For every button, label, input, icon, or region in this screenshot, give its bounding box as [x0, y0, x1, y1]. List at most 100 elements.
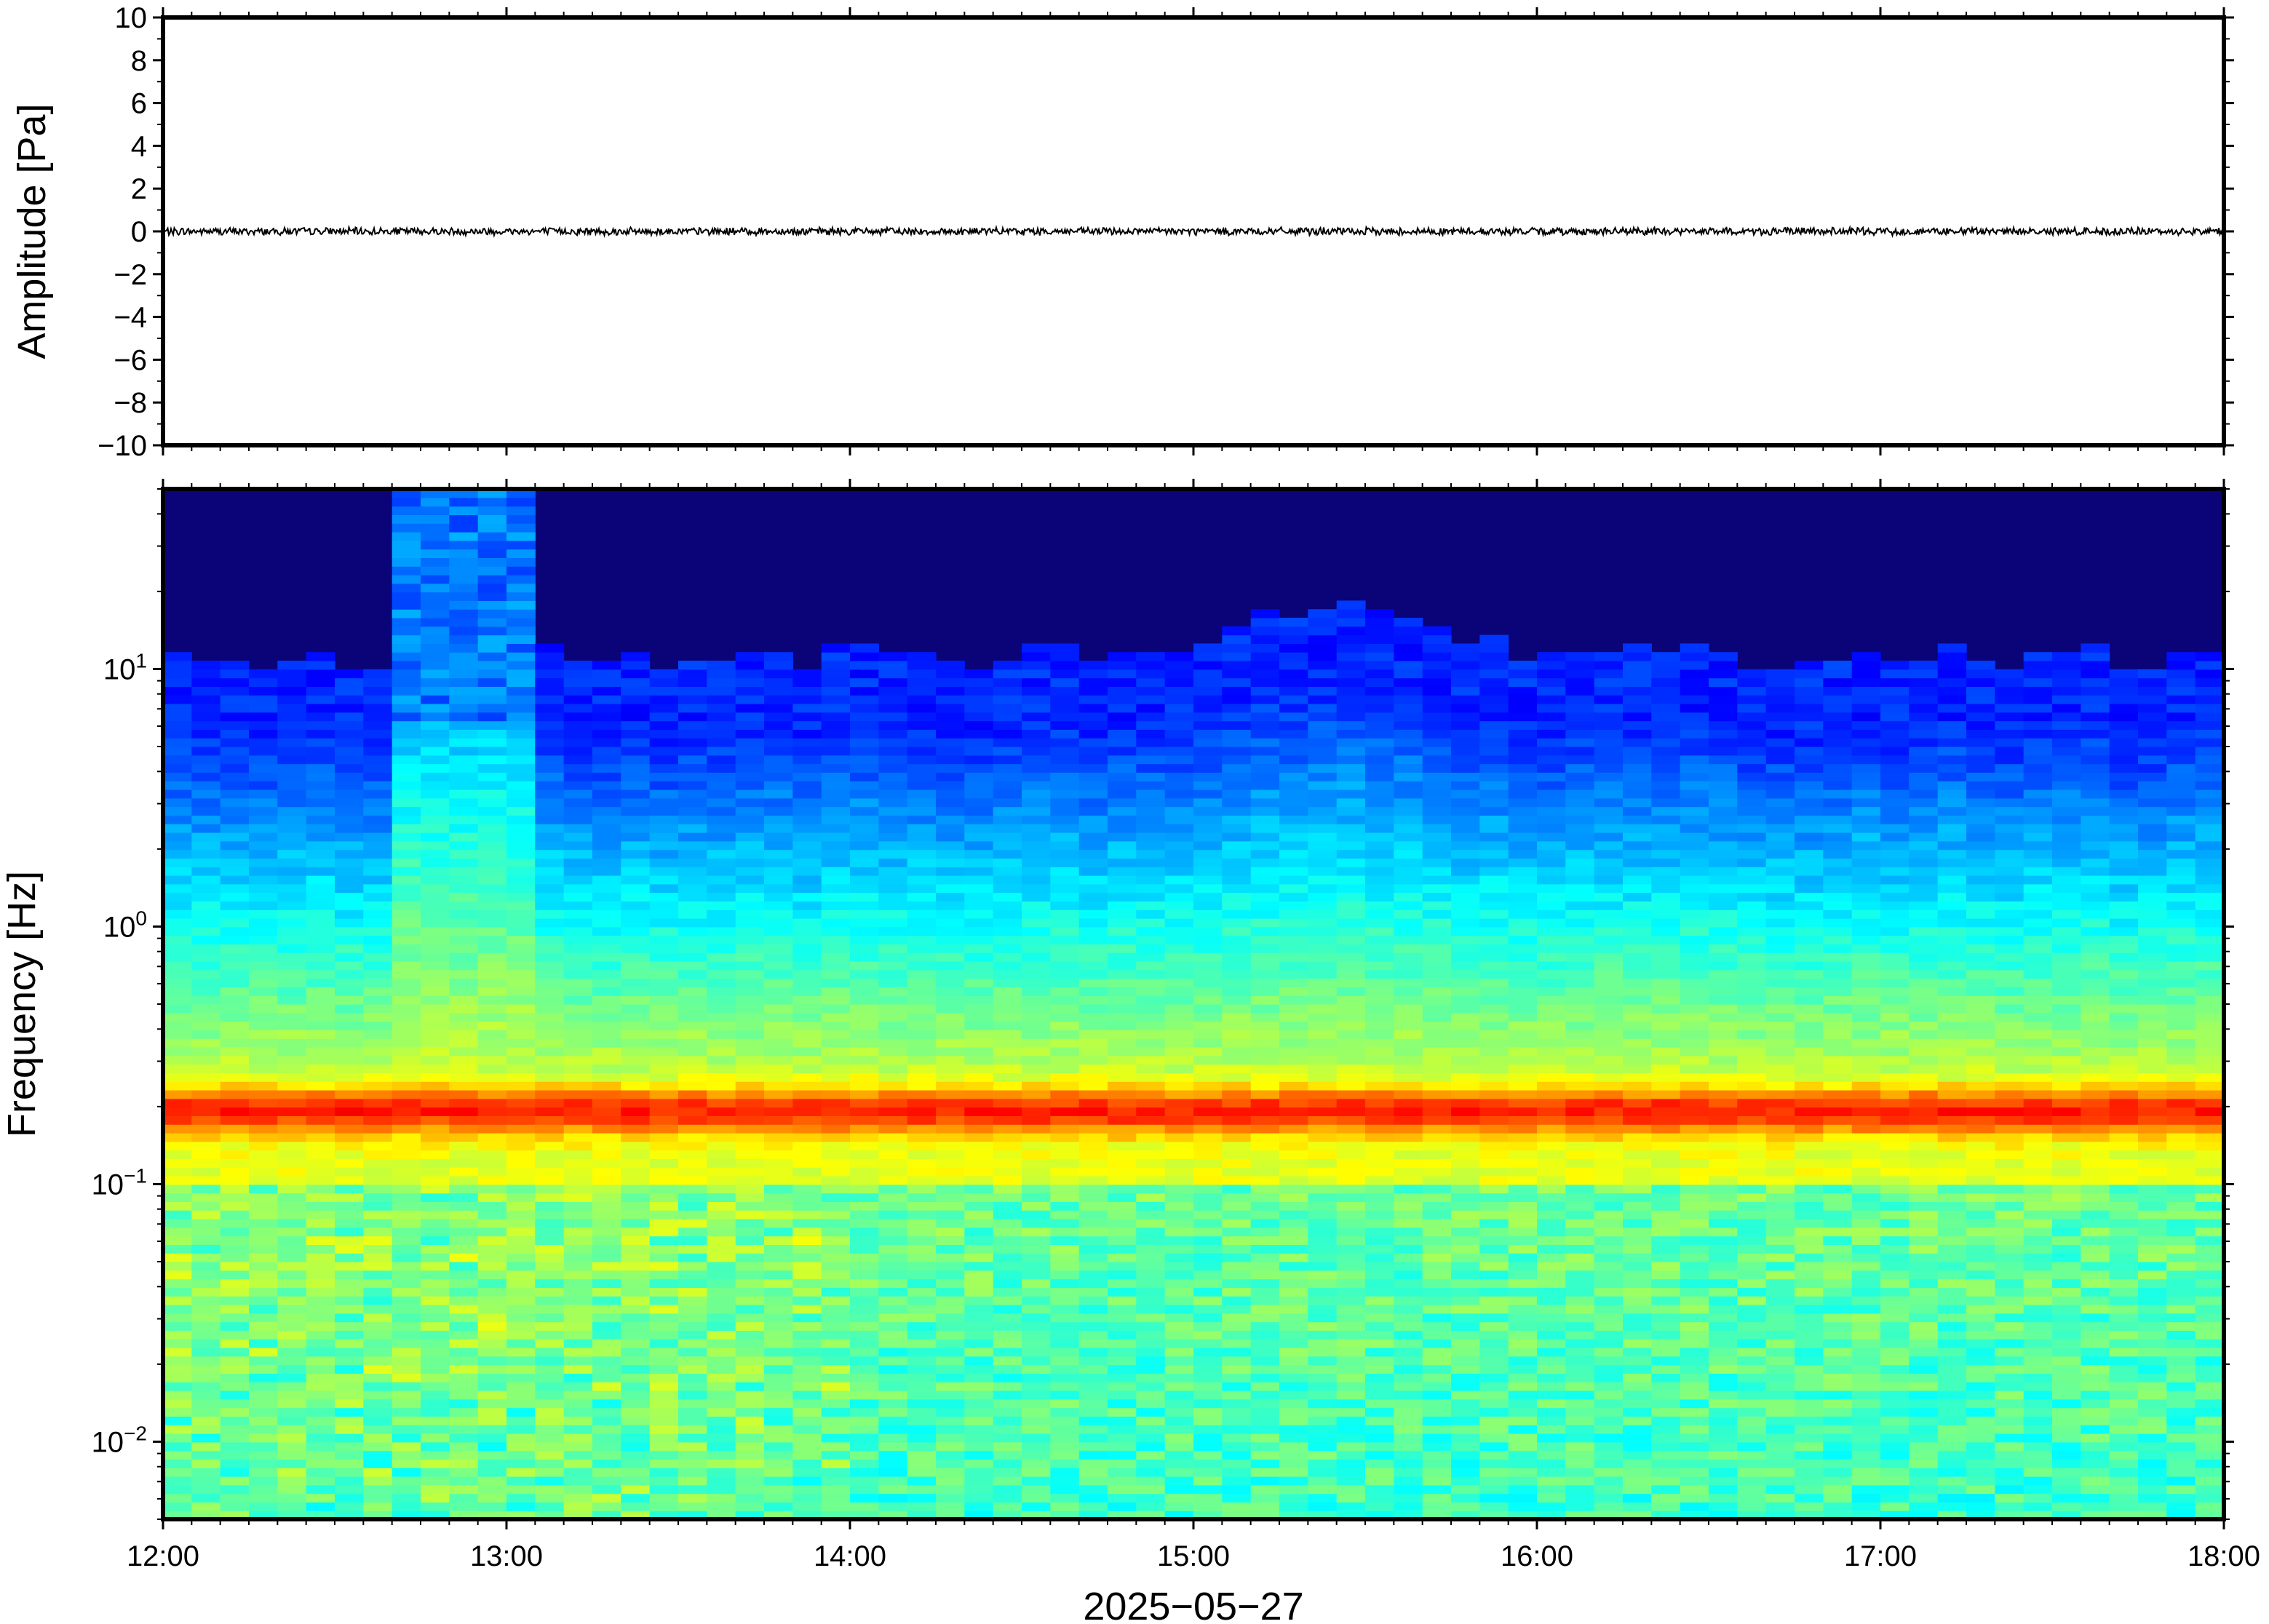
spectrogram-cell — [1222, 1081, 1252, 1091]
spectrogram-cell — [878, 1278, 908, 1288]
spectrogram-cell — [1050, 643, 1080, 653]
spectrogram-cell — [1422, 1296, 1452, 1305]
spectrogram-cell — [335, 1141, 364, 1151]
spectrogram-cell — [878, 1193, 908, 1202]
spectrogram-cell — [821, 1278, 851, 1288]
spectrogram-cell — [1336, 883, 1366, 893]
spectrogram-cell — [621, 832, 651, 842]
spectrogram-cell — [335, 1390, 364, 1400]
spectrogram-cell — [764, 1339, 793, 1348]
spectrogram-cell — [993, 747, 1022, 756]
spectrogram-cell — [335, 1253, 364, 1262]
spectrogram-cell — [1308, 952, 1338, 962]
spectrogram-cell — [1336, 1133, 1366, 1142]
spectrogram-cell — [163, 987, 192, 996]
spectrogram-cell — [850, 1253, 879, 1262]
spectrogram-cell — [1479, 1278, 1509, 1288]
spectrogram-cell — [421, 858, 450, 867]
spectrogram-cell — [678, 712, 707, 722]
spectrogram-cell — [1193, 867, 1223, 876]
spectrogram-cell — [1193, 944, 1223, 953]
spectrogram-cell — [936, 1398, 965, 1409]
spectrogram-cell — [1250, 926, 1280, 936]
spectrogram-cell — [163, 1141, 192, 1151]
spectrogram-cell — [821, 952, 851, 962]
spectrogram-cell — [1422, 1055, 1452, 1065]
spectrogram-cell — [449, 1296, 479, 1305]
spectrogram-cell — [392, 618, 421, 627]
spectrogram-cell — [392, 1321, 421, 1331]
spectrogram-cell — [821, 1382, 851, 1391]
spectrogram-cell — [707, 952, 736, 962]
spectrogram-cell — [1394, 1201, 1423, 1211]
spectrogram-cell — [563, 969, 593, 979]
spectrogram-cell — [1164, 1055, 1194, 1065]
spectrogram-cell — [506, 1201, 536, 1211]
spectrogram-cell — [1365, 1012, 1394, 1022]
spectrogram-cell — [335, 772, 364, 781]
spectrogram-cell — [1422, 978, 1452, 987]
spectrogram-cell — [249, 781, 278, 790]
spectrogram-cell — [392, 1150, 421, 1159]
spectrogram-cell — [1279, 1227, 1308, 1237]
spectrogram-cell — [335, 909, 364, 919]
spectrogram-cell — [1365, 987, 1394, 996]
spectrogram-cell — [363, 995, 393, 1005]
spectrogram-cell — [993, 1253, 1022, 1262]
spectrogram-cell — [1222, 1330, 1252, 1340]
spectrogram-cell — [1394, 1158, 1423, 1168]
spectrogram-cell — [392, 1055, 421, 1065]
spectrogram-cell — [964, 1004, 994, 1014]
spectrogram-cell — [1308, 686, 1338, 696]
spectrogram-cell — [1136, 1012, 1166, 1022]
spectrogram-cell — [1193, 1416, 1223, 1425]
spectrogram-cell — [1078, 704, 1108, 713]
spectrogram-cell — [1336, 1382, 1366, 1391]
spectrogram-cell — [220, 1398, 250, 1409]
spectrogram-cell — [1250, 1468, 1280, 1477]
spectrogram-cell — [1394, 747, 1423, 756]
spectrogram-cell — [936, 969, 965, 979]
spectrogram-cell — [792, 875, 822, 885]
spectrogram-cell — [936, 1441, 965, 1452]
spectrogram-cell — [1222, 1364, 1252, 1374]
spectrogram-cell — [163, 1407, 192, 1417]
spectrogram-cell — [1050, 875, 1080, 885]
spectrogram-cell — [421, 704, 450, 713]
spectrogram-cell — [1279, 840, 1308, 851]
spectrogram-cell — [907, 840, 937, 851]
spectrogram-cell — [907, 935, 937, 944]
spectrogram-cell — [1336, 720, 1366, 730]
spectrogram-cell — [649, 1262, 679, 1271]
spectrogram-cell — [735, 1219, 765, 1228]
spectrogram-cell — [1365, 944, 1394, 953]
spectrogram-cell — [1451, 1004, 1480, 1014]
spectrogram-cell — [163, 789, 192, 799]
spectrogram-cell — [477, 1201, 507, 1211]
spectrogram-cell — [621, 849, 651, 859]
spectrogram-cell — [335, 1150, 364, 1159]
spectrogram-cell — [1022, 720, 1051, 730]
spectrogram-cell — [1394, 677, 1423, 687]
spectrogram-cell — [821, 875, 851, 885]
spectrogram-cell — [1451, 1450, 1480, 1460]
spectrogram-cell — [449, 1484, 479, 1494]
spectrogram-cell — [850, 789, 879, 799]
spectrogram-cell — [735, 858, 765, 867]
spectrogram-cell — [421, 566, 450, 576]
spectrogram-cell — [1479, 1510, 1509, 1519]
spectrogram-cell — [563, 669, 593, 679]
spectrogram-cell — [735, 1004, 765, 1014]
spectrogram-cell — [936, 677, 965, 687]
spectrogram-cell — [421, 1468, 450, 1477]
spectrogram-cell — [1078, 1450, 1108, 1460]
spectrogram-cell — [249, 669, 278, 679]
spectrogram-cell — [191, 755, 221, 765]
spectrogram-cell — [535, 995, 565, 1005]
spectrogram-cell — [1250, 832, 1280, 842]
spectrogram-cell — [1279, 1193, 1308, 1202]
spectrogram-cell — [277, 1201, 307, 1211]
spectrogram-cell — [1394, 1133, 1423, 1142]
spectrogram-cell — [191, 944, 221, 953]
